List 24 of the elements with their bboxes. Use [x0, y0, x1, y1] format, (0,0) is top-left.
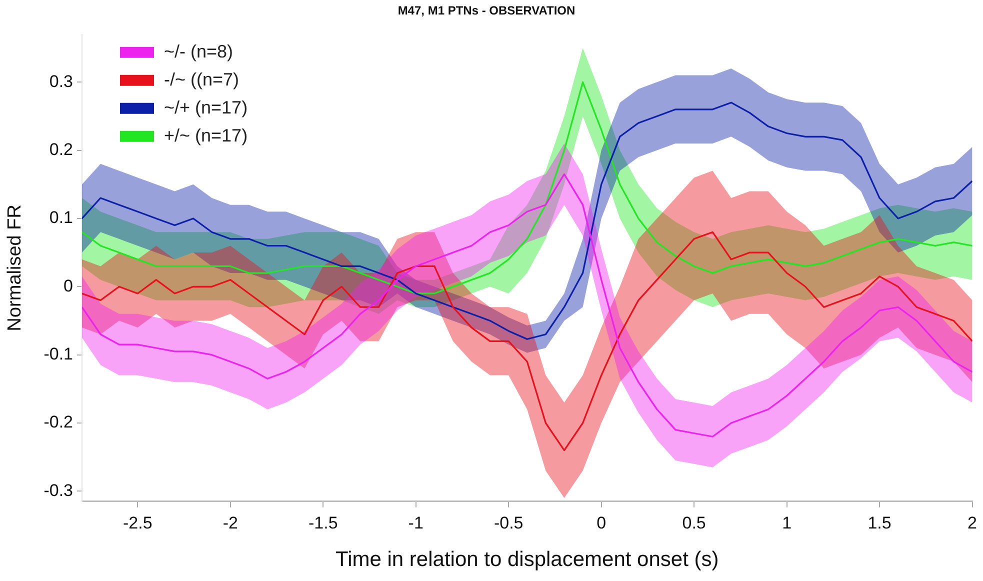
chart-title: M47, M1 PTNs - OBSERVATION — [398, 4, 576, 18]
x-tick-label: -1.5 — [308, 513, 338, 532]
x-tick-label: 0 — [596, 513, 606, 532]
legend-label: -/~ ((n=7) — [164, 69, 240, 90]
y-tick-label: 0.3 — [49, 72, 73, 91]
y-tick-label: 0.1 — [49, 208, 73, 228]
y-axis-title: Normalised FR — [4, 204, 26, 332]
x-tick-label: -0.5 — [494, 513, 524, 532]
x-tick-label: 2 — [968, 513, 978, 532]
x-tick-label: -2 — [222, 513, 238, 532]
y-tick-label: -0.1 — [44, 344, 73, 364]
x-tick-label: -2.5 — [122, 513, 152, 532]
x-tick-label: -1 — [408, 513, 424, 532]
y-tick-label: -0.2 — [44, 412, 73, 432]
x-axis-title: Time in relation to displacement onset (s) — [336, 548, 719, 572]
y-tick-label: -0.3 — [44, 480, 73, 500]
legend-label: +/~ (n=17) — [164, 125, 248, 146]
legend-label: ~/+ (n=17) — [164, 97, 248, 118]
x-tick-label: 0.5 — [682, 513, 706, 532]
y-tick-label: 0 — [64, 276, 73, 296]
legend-label: ~/- (n=8) — [164, 41, 234, 62]
y-tick-label: 0.2 — [49, 140, 73, 159]
x-tick-label: 1 — [782, 513, 792, 532]
x-tick-label: 1.5 — [868, 513, 892, 532]
